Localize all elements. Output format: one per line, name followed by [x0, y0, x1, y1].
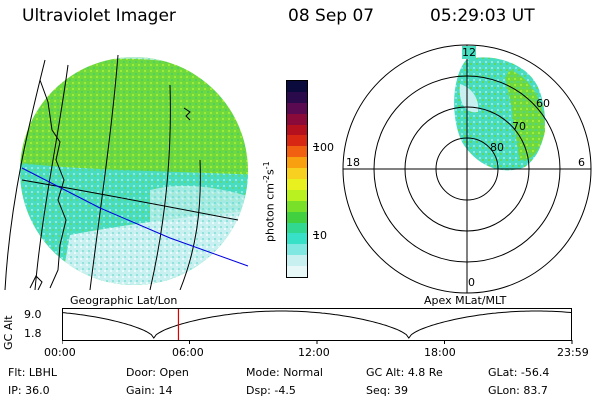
- status-dsp: Dsp: -4.5: [246, 384, 296, 397]
- colorbar-swatch: [287, 233, 307, 245]
- mlt-label-6: 6: [578, 156, 585, 169]
- color-scale-bar: [286, 80, 308, 278]
- alt-xtick-3: 18:00: [424, 346, 456, 359]
- alt-xtick-0: 00:00: [44, 346, 76, 359]
- polar-label: Apex MLat/MLT: [424, 294, 507, 307]
- colorbar-swatch: [287, 81, 307, 92]
- alt-xtick-1: 06:00: [172, 346, 204, 359]
- colorbar-swatch: [287, 179, 307, 190]
- status-seq: Seq: 39: [366, 384, 408, 397]
- aurora-disk: [20, 57, 248, 285]
- alt-ytick-min: 1.8: [24, 327, 42, 340]
- status-flt: Flt: LBHL: [8, 366, 57, 379]
- status-glat: GLat: -56.4: [488, 366, 550, 379]
- colorbar-swatch: [287, 211, 307, 223]
- colorbar-swatch: [287, 91, 307, 103]
- colorbar-swatch: [287, 189, 307, 201]
- mlt-label-12: 12: [462, 46, 476, 59]
- colorbar-swatch: [287, 222, 307, 234]
- colorbar-tick-100: 100: [313, 141, 334, 154]
- time-label: 05:29:03 UT: [430, 6, 535, 26]
- coastline: [39, 79, 67, 289]
- colorbar-swatch: [287, 135, 307, 147]
- colorbar-swatch: [287, 102, 307, 114]
- orbit-track: [21, 167, 249, 267]
- status-gain: Gain: 14: [126, 384, 173, 397]
- status-gcalt: GC Alt: 4.8 Re: [366, 366, 443, 379]
- colorbar-swatch: [287, 255, 307, 267]
- colorbar-swatch: [287, 266, 307, 278]
- colorbar-swatch: [287, 244, 307, 256]
- colorbar-swatch: [287, 157, 307, 169]
- alt-ytick-max: 9.0: [24, 308, 42, 321]
- lat-label-70: 70: [512, 120, 526, 133]
- alt-xtick-4: 23:59: [557, 346, 589, 359]
- status-door: Door: Open: [126, 366, 189, 379]
- lat-label-80: 80: [490, 141, 504, 154]
- alt-xtick-2: 12:00: [298, 346, 330, 359]
- colorbar-swatch: [287, 168, 307, 180]
- colorbar-swatch: [287, 124, 307, 136]
- geographic-label: Geographic Lat/Lon: [70, 294, 178, 307]
- colorbar-swatch: [287, 113, 307, 125]
- colorbar-tick-10: 10: [313, 229, 327, 242]
- colorbar-units: photon cm-2s-1: [262, 161, 277, 242]
- polar-plot: [342, 44, 592, 294]
- geographic-image: [4, 54, 249, 290]
- instrument-title: Ultraviolet Imager: [22, 6, 176, 26]
- altitude-curve: [62, 310, 573, 339]
- colorbar-swatch: [287, 200, 307, 212]
- lat-label-60: 60: [536, 97, 550, 110]
- mlt-label-18: 18: [346, 156, 360, 169]
- status-mode: Mode: Normal: [246, 366, 323, 379]
- status-glon: GLon: 83.7: [488, 384, 548, 397]
- altitude-plot: [62, 308, 573, 344]
- mlt-label-0: 0: [468, 276, 475, 289]
- status-ip: IP: 36.0: [8, 384, 50, 397]
- alt-ylabel: GC Alt: [2, 315, 15, 350]
- colorbar-swatch: [287, 146, 307, 158]
- date-label: 08 Sep 07: [288, 6, 375, 26]
